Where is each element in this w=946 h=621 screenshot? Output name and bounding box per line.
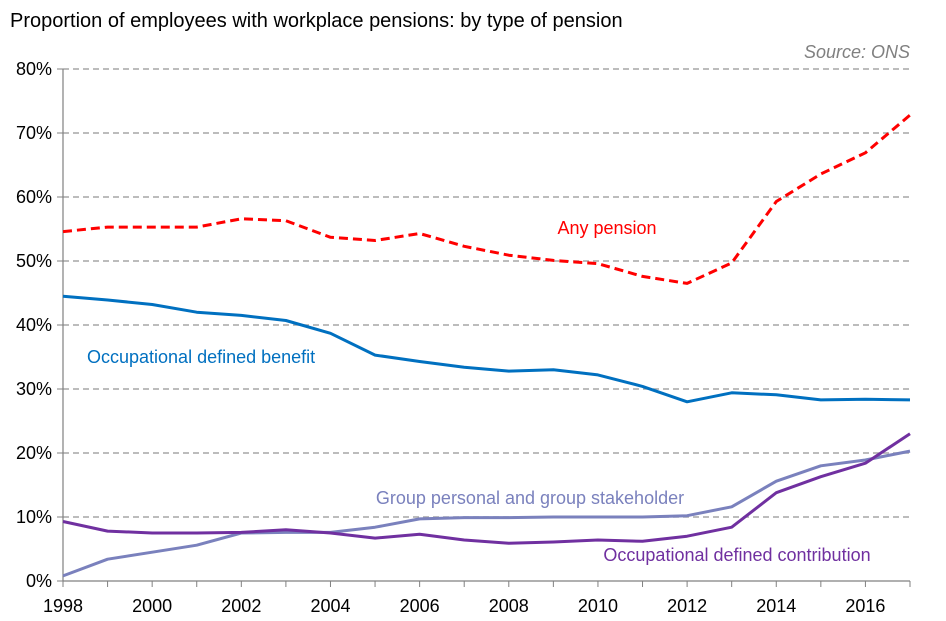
y-tick-label-7: 70% xyxy=(16,123,52,143)
x-tick-label-1: 2000 xyxy=(132,596,172,616)
series-line-occupational-defined-benefit xyxy=(62,294,911,404)
y-tick-label-0: 0% xyxy=(26,571,52,591)
series-labels: Any pension Occupational defined benefit G… xyxy=(87,218,871,565)
x-tick-label-6: 2010 xyxy=(578,596,618,616)
x-tick-label-0: 1998 xyxy=(43,596,83,616)
y-tick-label-3: 30% xyxy=(16,379,52,399)
y-tick-label-8: 80% xyxy=(16,59,52,79)
axes: 0% 10% 20% 30% 40% 50% 60% 70% 80% 1998 2000 2002 20… xyxy=(16,59,911,616)
x-tick-label-8: 2014 xyxy=(756,596,796,616)
chart-title: Proportion of employees with workplace p… xyxy=(10,10,623,32)
y-tick-label-5: 50% xyxy=(16,251,52,271)
series-label-occupational-defined-contribution: Occupational defined contribution xyxy=(603,545,870,565)
series-line-group-personal-and-group-stakeholder xyxy=(62,449,911,578)
x-tick-label-4: 2006 xyxy=(400,596,440,616)
source-label: Source: ONS xyxy=(804,42,910,62)
series-line-any-pension xyxy=(62,113,911,285)
y-tick-label-2: 20% xyxy=(16,443,52,463)
series-label-any-pension: Any pension xyxy=(557,218,656,238)
y-tick-label-4: 40% xyxy=(16,315,52,335)
x-tick-label-5: 2008 xyxy=(489,596,529,616)
y-tick-label-6: 60% xyxy=(16,187,52,207)
series-label-group-personal-and-group-stakeholder: Group personal and group stakeholder xyxy=(376,488,684,508)
x-tick-label-3: 2004 xyxy=(310,596,350,616)
x-tick-label-2: 2002 xyxy=(221,596,261,616)
x-tick-label-9: 2016 xyxy=(845,596,885,616)
series-label-occupational-defined-benefit: Occupational defined benefit xyxy=(87,347,315,367)
series-lines xyxy=(62,113,911,578)
y-tick-label-1: 10% xyxy=(16,507,52,527)
x-tick-label-7: 2012 xyxy=(667,596,707,616)
gridlines xyxy=(63,68,910,518)
series-line-occupational-defined-contribution xyxy=(62,432,911,545)
